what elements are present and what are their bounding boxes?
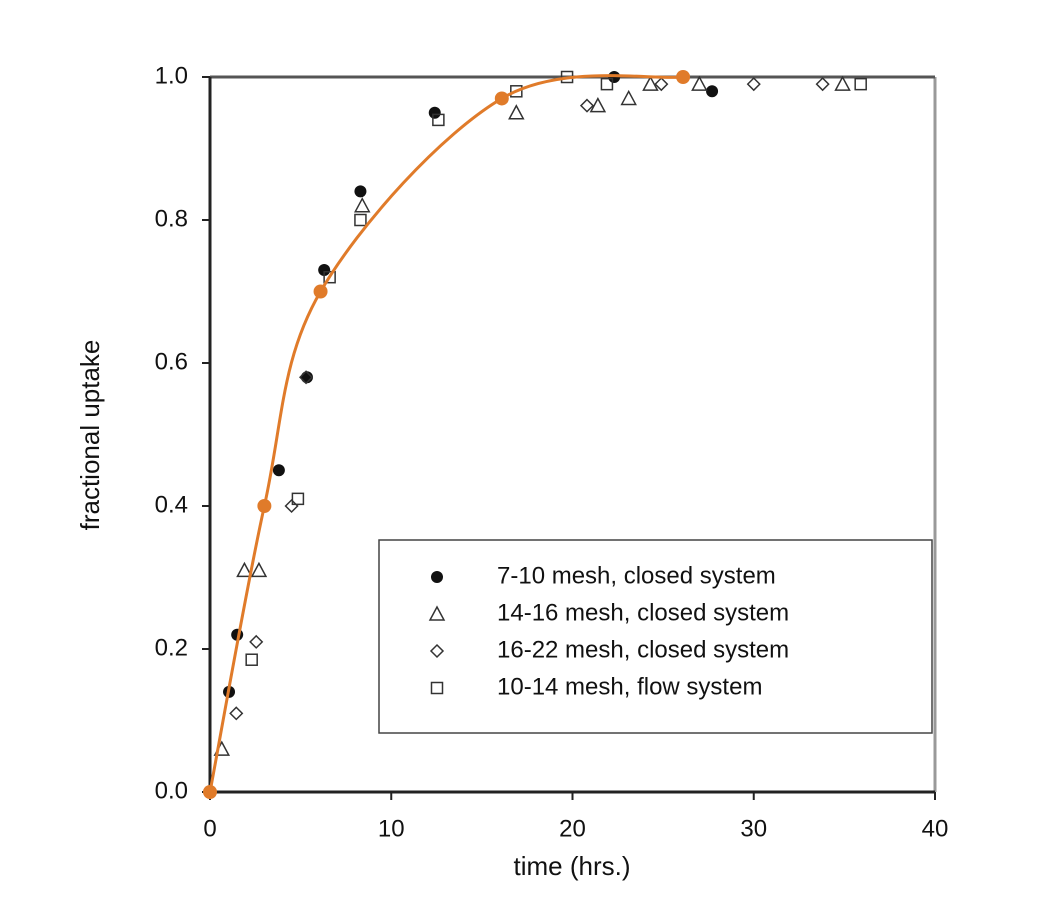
x-tick-label: 30: [740, 815, 767, 842]
fit-line: [208, 74, 684, 793]
marker-diamond: [299, 370, 314, 385]
legend-label: 7-10 mesh, closed system: [497, 562, 776, 589]
y-tick-label: 0.0: [155, 777, 188, 804]
marker-triangle: [589, 97, 607, 113]
y-tick-label: 0.2: [155, 634, 188, 661]
marker-square: [430, 681, 444, 695]
legend-label: 16-22 mesh, closed system: [497, 636, 789, 663]
marker-circle: [354, 185, 367, 198]
legend: 7-10 mesh, closed system 14-16 mesh, clos…: [378, 539, 933, 734]
legend-box: [378, 539, 933, 734]
marker-diamond: [579, 98, 595, 113]
marker-circle: [272, 464, 285, 477]
marker-dot: [676, 70, 691, 84]
marker-circle: [706, 85, 719, 98]
legend-label: 14-16 mesh, closed system: [497, 599, 789, 626]
marker-diamond: [429, 643, 445, 659]
marker-circle: [428, 106, 441, 119]
marker-circle: [431, 571, 443, 583]
marker-diamond: [746, 77, 761, 92]
marker-diamond: [815, 77, 830, 92]
marker-triangle: [236, 561, 253, 578]
x-tick-label: 40: [922, 815, 949, 842]
y-axis-label: fractional uptake: [75, 340, 105, 531]
y-tick-label: 0.8: [155, 205, 188, 232]
marker-dot: [257, 499, 272, 513]
marker-triangle: [508, 104, 525, 120]
marker-diamond: [654, 77, 669, 92]
marker-square: [354, 213, 367, 227]
marker-dot: [313, 284, 328, 299]
marker-triangle: [834, 75, 851, 91]
y-tick-label: 0.4: [155, 491, 188, 518]
marker-triangle: [353, 197, 371, 213]
legend-label: 10-14 mesh, flow system: [497, 673, 762, 700]
y-tick-label: 1.0: [155, 62, 188, 89]
marker-square: [245, 653, 258, 666]
marker-diamond: [284, 498, 299, 514]
x-tick-label: 20: [559, 815, 586, 842]
marker-triangle: [428, 605, 446, 621]
marker-circle: [318, 264, 331, 277]
marker-square: [510, 85, 523, 98]
marker-dot: [203, 785, 217, 799]
marker-square: [291, 492, 305, 506]
marker-triangle: [642, 75, 659, 91]
marker-dot: [494, 91, 509, 106]
marker-triangle: [250, 561, 268, 578]
marker-diamond: [229, 706, 244, 721]
marker-square: [432, 113, 445, 127]
x-tick-label: 10: [378, 815, 405, 842]
marker-triangle: [691, 75, 708, 91]
marker-diamond: [249, 634, 264, 649]
marker-square: [600, 77, 614, 91]
x-axis-label: time (hrs.): [514, 851, 631, 881]
marker-square: [854, 77, 867, 91]
marker-square: [323, 270, 336, 284]
x-tick-label: 0: [203, 815, 216, 842]
marker-triangle: [620, 89, 637, 106]
y-tick-label: 0.6: [155, 348, 188, 375]
